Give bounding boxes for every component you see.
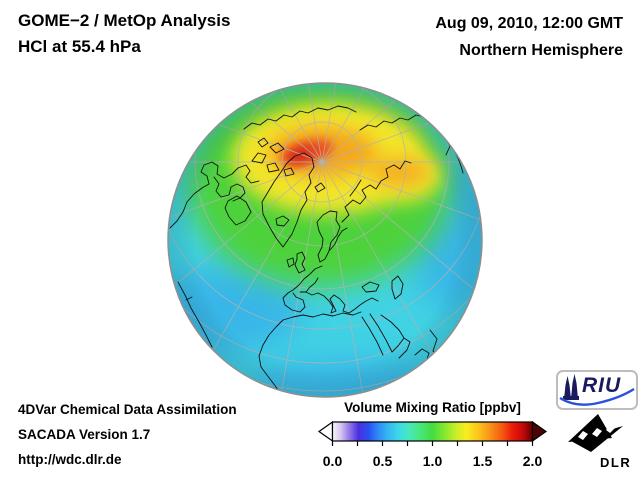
dlr-wordmark: DLR — [600, 455, 632, 470]
tick-label-1.5: 1.5 — [472, 453, 493, 469]
colorbar-ticks — [331, 441, 534, 446]
plot-date-block: Aug 09, 2010, 12:00 GMT Northern Hemisph… — [435, 10, 623, 64]
wdc-url-label: http://wdc.dlr.de — [18, 452, 122, 467]
datetime-label: Aug 09, 2010, 12:00 GMT — [435, 15, 623, 32]
riu-swoosh — [559, 387, 635, 406]
colorbar-scale — [317, 420, 548, 446]
colorbar-over-arrow — [531, 420, 548, 443]
riu-logo-graphics — [559, 374, 635, 406]
credit-block: 4DVar Chemical Data Assimilation SACADA … — [18, 397, 237, 472]
dlr-logo: DLR — [566, 412, 640, 478]
colorbar: Volume Mixing Ratio [ppbv] 0.0 0.5 1.0 1… — [316, 400, 549, 470]
plot-title-block: GOME−2 / MetOp Analysis HCl at 55.4 hPa — [18, 8, 230, 60]
hcl-field — [168, 83, 482, 397]
colorbar-under-arrow — [317, 420, 334, 443]
tick-label-1.0: 1.0 — [422, 453, 443, 469]
colorbar-title: Volume Mixing Ratio [ppbv] — [344, 400, 521, 415]
assimilation-label: 4DVar Chemical Data Assimilation — [18, 402, 237, 417]
cologne-cathedral-icon — [563, 374, 579, 400]
instrument-title: GOME−2 / MetOp Analysis — [18, 11, 231, 30]
tick-label-2.0: 2.0 — [522, 453, 543, 469]
riu-wordmark: RIU — [582, 374, 622, 397]
tick-label-0.5: 0.5 — [372, 453, 393, 469]
limb-shading — [168, 83, 482, 397]
colorbar-gradient-bar — [331, 421, 534, 442]
dlr-logo-graphics — [568, 414, 623, 452]
colorbar-tick-labels: 0.0 0.5 1.0 1.5 2.0 — [316, 452, 549, 470]
species-level-title: HCl at 55.4 hPa — [18, 37, 141, 56]
version-label: SACADA Version 1.7 — [18, 427, 151, 442]
dlr-arrow-cutouts — [578, 425, 615, 440]
hemisphere-label: Northern Hemisphere — [459, 42, 623, 59]
tick-label-0.0: 0.0 — [322, 453, 343, 469]
riu-logo: RIU — [556, 370, 638, 410]
globe-limb-ring — [167, 82, 483, 398]
